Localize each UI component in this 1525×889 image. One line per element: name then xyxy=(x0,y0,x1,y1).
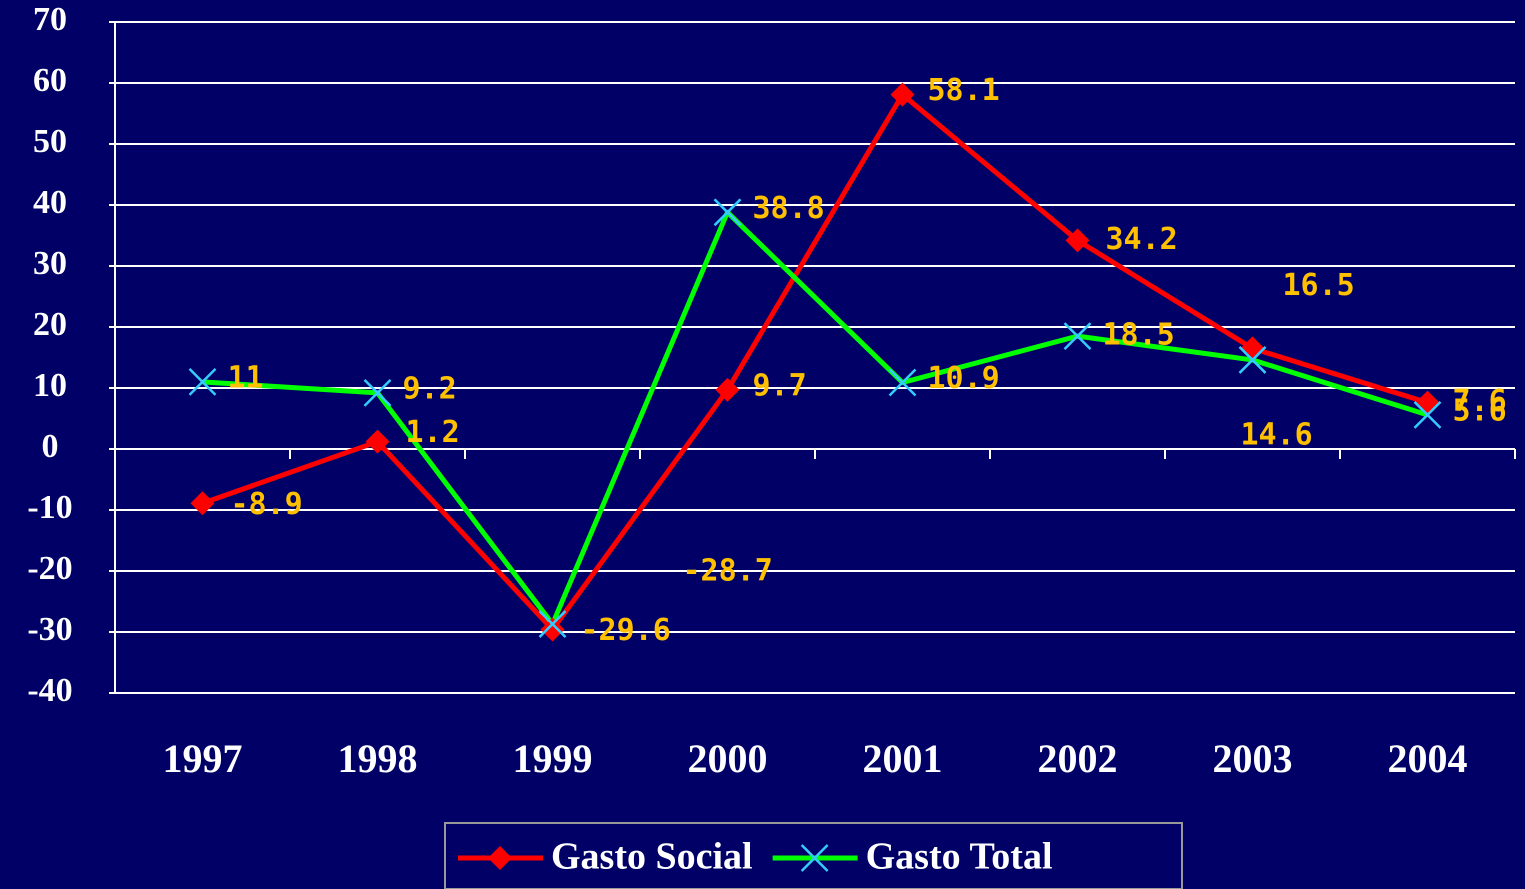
data-label: 16.5 xyxy=(1283,268,1355,303)
legend-label: Gasto Total xyxy=(866,836,1053,878)
data-label: 11 xyxy=(228,360,264,395)
legend-label: Gasto Social xyxy=(551,836,753,878)
marker xyxy=(365,429,390,454)
marker xyxy=(188,368,217,396)
marker xyxy=(538,610,567,638)
y-tick-label: -40 xyxy=(27,672,72,709)
data-label: 18.5 xyxy=(1103,318,1175,353)
data-label: -29.6 xyxy=(581,613,671,648)
y-tick-label: 70 xyxy=(33,1,67,38)
marker xyxy=(540,617,565,642)
y-tick-label: -30 xyxy=(27,611,72,648)
x-tick-label: 1997 xyxy=(163,736,243,781)
data-label: 10.9 xyxy=(928,361,1000,396)
x-tick-label: 1999 xyxy=(513,736,593,781)
marker xyxy=(890,82,915,107)
data-label: 7.6 xyxy=(1453,384,1507,419)
series-line xyxy=(201,92,1429,633)
data-label: -28.7 xyxy=(683,554,773,589)
x-tick-label: 2002 xyxy=(1038,736,1118,781)
y-tick-label: 50 xyxy=(33,123,67,160)
y-tick-label: 60 xyxy=(33,62,67,99)
data-label: 14.6 xyxy=(1241,417,1313,452)
data-label: 1.2 xyxy=(406,415,460,450)
marker xyxy=(488,846,512,870)
marker xyxy=(1065,228,1090,253)
series-line xyxy=(202,209,1429,627)
x-tick-label: 1998 xyxy=(338,736,418,781)
data-label: 9.7 xyxy=(753,368,807,403)
marker xyxy=(888,368,917,397)
y-tick-label: 30 xyxy=(33,245,67,282)
marker xyxy=(800,844,829,872)
y-tick-label: 40 xyxy=(33,184,67,221)
data-label: 9.2 xyxy=(403,371,457,406)
y-tick-label: -10 xyxy=(27,489,72,526)
data-label: 58.1 xyxy=(928,73,1000,108)
x-tick-label: 2004 xyxy=(1388,736,1468,781)
y-tick-label: -20 xyxy=(27,550,72,587)
marker xyxy=(1238,346,1267,374)
data-label: 5.6 xyxy=(1453,393,1507,428)
x-tick-label: 2003 xyxy=(1213,736,1293,781)
marker xyxy=(1413,400,1442,429)
legend: Gasto Social Gasto Total xyxy=(444,822,1183,889)
data-label: 34.2 xyxy=(1106,222,1178,257)
y-tick-label: 10 xyxy=(33,367,67,404)
y-tick-label: 0 xyxy=(42,428,59,465)
marker xyxy=(1063,322,1092,351)
marker xyxy=(363,378,392,407)
data-label: -8.9 xyxy=(231,487,303,522)
marker xyxy=(190,491,215,516)
marker xyxy=(713,198,742,227)
marker xyxy=(715,377,740,402)
y-tick-label: 20 xyxy=(33,306,67,343)
x-tick-label: 2001 xyxy=(863,736,943,781)
x-tick-label: 2000 xyxy=(688,736,768,781)
data-label: 38.8 xyxy=(753,191,825,226)
